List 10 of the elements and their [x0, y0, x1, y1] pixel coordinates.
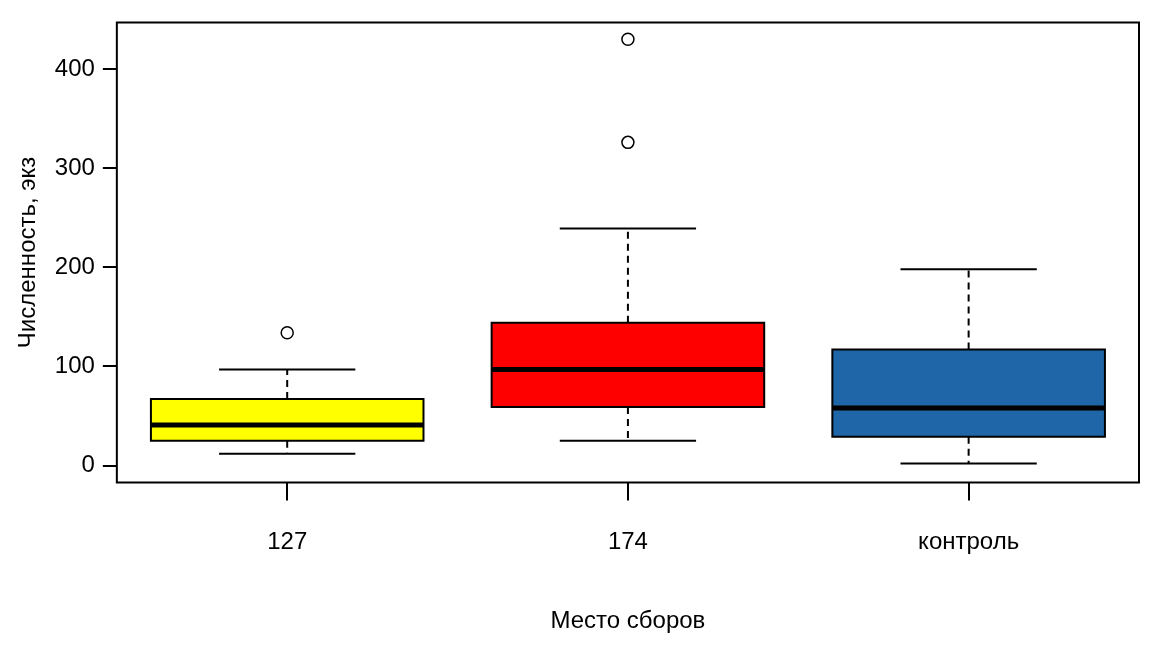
y-tick-label: 200: [54, 251, 95, 279]
x-tick-label: контроль: [918, 527, 1020, 555]
y-tick-label: 400: [54, 53, 95, 81]
y-tick-label: 100: [54, 351, 95, 379]
x-axis-title: Место сборов: [550, 606, 706, 634]
y-tick-label: 300: [54, 152, 95, 180]
x-tick-label: 174: [607, 527, 648, 555]
y-tick-label: 0: [81, 450, 95, 478]
x-tick-label: 127: [267, 527, 308, 555]
y-axis-title: Численность, экз: [13, 156, 41, 349]
